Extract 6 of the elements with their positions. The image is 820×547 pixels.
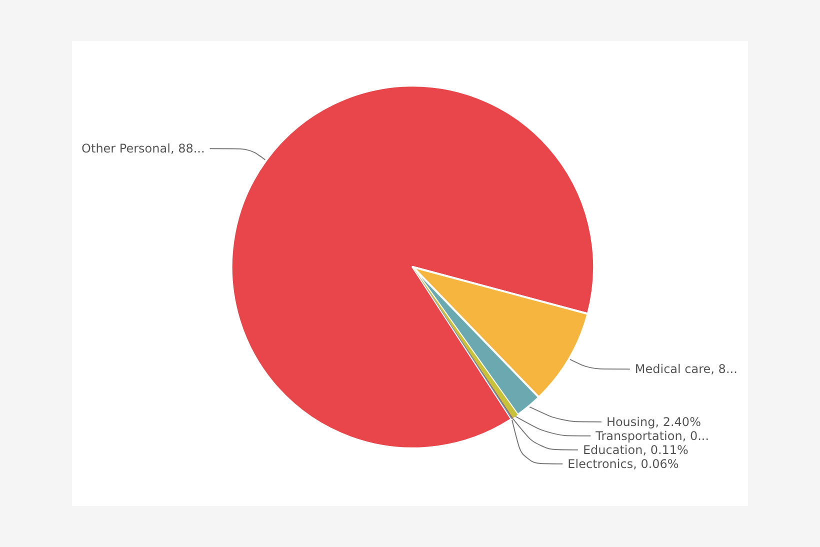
- slice-label: Education, 0.11%: [582, 442, 688, 457]
- slice-label: Housing, 2.40%: [606, 414, 701, 429]
- slice-label: Transportation, 0...: [594, 428, 710, 443]
- slice-label: Other Personal, 88...: [82, 142, 205, 156]
- slice-label: Electronics, 0.06%: [568, 456, 679, 471]
- slice-label: Medical care, 8...: [634, 362, 738, 376]
